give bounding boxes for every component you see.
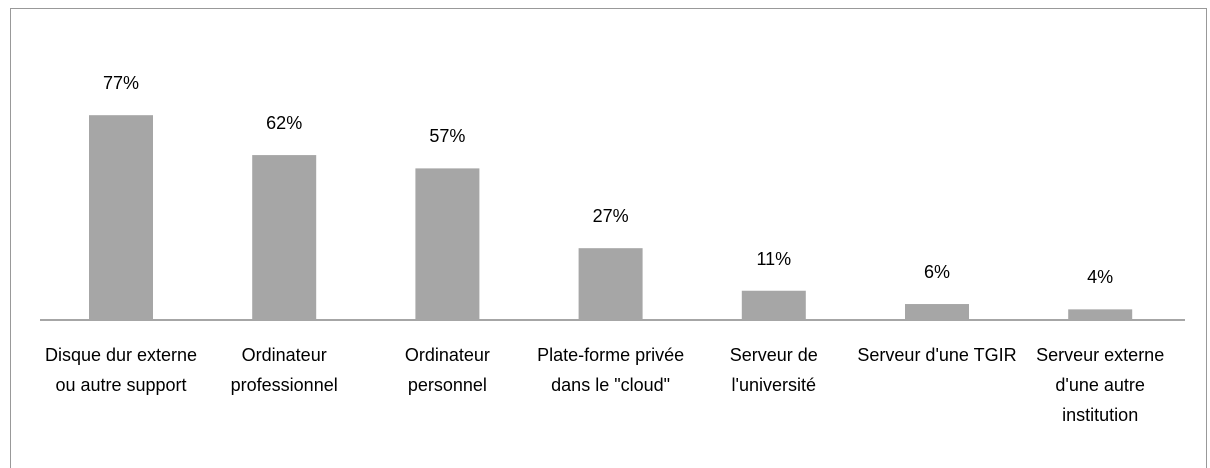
category-label: Ordinateur personnel — [404, 345, 490, 395]
category-label: Plate-forme privée dans le "cloud" — [537, 345, 685, 395]
value-label: 27% — [592, 206, 629, 227]
value-label: 6% — [923, 262, 950, 283]
chart — [40, 115, 1185, 321]
bar — [905, 304, 969, 320]
bar — [89, 115, 153, 321]
category-label: Serveur de l'université — [729, 345, 818, 395]
bar — [1068, 309, 1133, 320]
category-label: Serveur d'une TGIR — [857, 345, 1017, 365]
category-label: Disque dur externe ou autre support — [44, 345, 198, 395]
category-label: Serveur externe d'une autre institution — [1036, 345, 1165, 425]
category-label: Ordinateur professionnel — [230, 345, 338, 395]
bar — [578, 248, 643, 320]
chart-frame — [10, 8, 1207, 468]
bar — [415, 168, 480, 320]
value-label: 4% — [1087, 267, 1114, 288]
bar — [252, 155, 317, 320]
value-label: 11% — [756, 248, 792, 269]
value-label: 77% — [102, 73, 140, 94]
value-label: 62% — [266, 113, 303, 134]
page: {"chart_data": {"type": "bar", "categori… — [10, 8, 1207, 468]
value-label: 57% — [429, 126, 466, 147]
bar — [741, 290, 806, 320]
